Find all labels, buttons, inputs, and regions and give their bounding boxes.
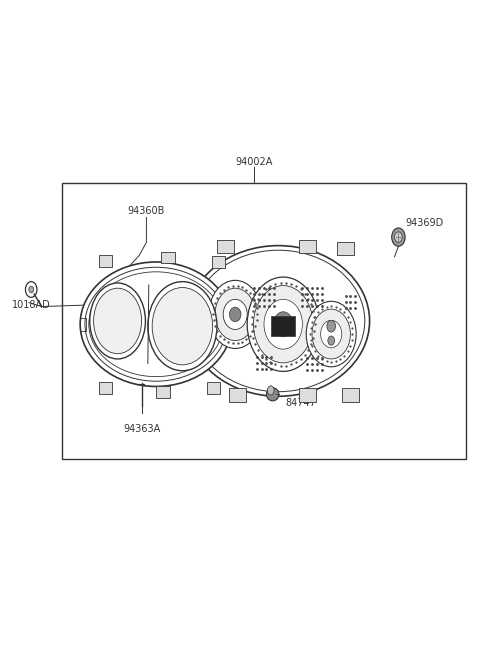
Ellipse shape bbox=[328, 336, 335, 345]
Bar bbox=[212, 256, 225, 268]
Ellipse shape bbox=[215, 288, 255, 341]
Text: 94363A: 94363A bbox=[123, 424, 160, 434]
Text: 1018AD: 1018AD bbox=[12, 299, 51, 310]
Ellipse shape bbox=[267, 386, 274, 395]
Bar bbox=[337, 242, 354, 255]
Ellipse shape bbox=[29, 286, 34, 293]
Bar bbox=[229, 388, 246, 402]
Ellipse shape bbox=[266, 388, 279, 401]
Bar bbox=[217, 240, 234, 253]
Ellipse shape bbox=[264, 299, 302, 349]
Ellipse shape bbox=[395, 232, 402, 242]
Bar bbox=[156, 386, 170, 398]
Ellipse shape bbox=[90, 283, 145, 359]
Ellipse shape bbox=[253, 286, 313, 363]
Ellipse shape bbox=[152, 288, 213, 365]
Bar bbox=[99, 382, 112, 394]
Ellipse shape bbox=[80, 262, 232, 386]
Bar bbox=[207, 382, 220, 394]
Ellipse shape bbox=[327, 320, 336, 332]
Bar bbox=[161, 252, 175, 263]
Ellipse shape bbox=[306, 301, 356, 367]
Ellipse shape bbox=[312, 309, 350, 359]
Ellipse shape bbox=[89, 272, 223, 377]
Ellipse shape bbox=[223, 299, 247, 329]
Ellipse shape bbox=[247, 277, 319, 371]
Bar bbox=[342, 388, 359, 402]
Text: 94360B: 94360B bbox=[128, 206, 165, 216]
Bar bbox=[299, 388, 316, 402]
Text: 94369D: 94369D bbox=[406, 217, 444, 228]
Ellipse shape bbox=[192, 250, 365, 392]
Ellipse shape bbox=[148, 282, 217, 371]
Ellipse shape bbox=[274, 312, 293, 337]
Bar bbox=[99, 255, 112, 267]
Ellipse shape bbox=[187, 246, 370, 396]
Text: 94002A: 94002A bbox=[236, 157, 273, 167]
Ellipse shape bbox=[94, 288, 142, 354]
Bar bbox=[271, 316, 295, 336]
Ellipse shape bbox=[209, 280, 262, 348]
Ellipse shape bbox=[229, 307, 241, 322]
Bar bbox=[299, 240, 316, 253]
Bar bbox=[62, 183, 466, 458]
Ellipse shape bbox=[85, 267, 227, 381]
Text: 84747: 84747 bbox=[286, 398, 316, 408]
Ellipse shape bbox=[321, 320, 342, 348]
Ellipse shape bbox=[392, 228, 405, 246]
